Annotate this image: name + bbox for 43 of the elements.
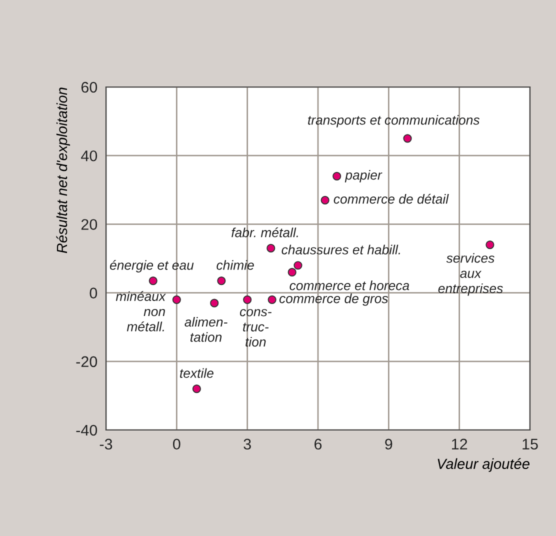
point bbox=[148, 276, 158, 286]
point bbox=[486, 240, 494, 250]
point bbox=[210, 298, 219, 308]
x-tick-label: 15 bbox=[522, 438, 538, 450]
y-axis-title: Résultat net d'exploitation bbox=[56, 88, 70, 254]
y-tick-label: -20 bbox=[76, 356, 98, 368]
point bbox=[192, 384, 201, 394]
y-tick-label: 40 bbox=[81, 150, 98, 162]
y-tick-label: -40 bbox=[76, 424, 98, 436]
annotation: transports et communications bbox=[308, 115, 480, 128]
x-tick-label: 0 bbox=[173, 438, 180, 450]
annotation: commerce de gros bbox=[279, 294, 388, 306]
point bbox=[172, 295, 181, 304]
x-axis-title: Valeur ajoutée bbox=[438, 458, 530, 472]
annotation: services aux entreprises bbox=[438, 253, 503, 296]
point bbox=[266, 244, 276, 252]
point bbox=[243, 295, 252, 304]
y-tick-label: 20 bbox=[81, 219, 98, 230]
x-tick-label: 3 bbox=[244, 438, 251, 450]
x-tick-label: 6 bbox=[314, 438, 322, 450]
annotation: papier bbox=[344, 170, 382, 182]
annotation: chimie bbox=[216, 260, 254, 270]
point bbox=[294, 261, 302, 270]
point bbox=[320, 196, 330, 204]
y-tick-label: 0 bbox=[90, 288, 98, 298]
annotation: cons- truc- tion bbox=[240, 309, 272, 347]
annotation: textile bbox=[180, 368, 214, 378]
x-tick-label: 9 bbox=[385, 438, 392, 450]
point bbox=[217, 276, 226, 286]
point bbox=[288, 268, 296, 277]
annotation: fabr. métall. bbox=[232, 227, 298, 238]
annotation: alimen- tation bbox=[184, 316, 228, 342]
point bbox=[268, 295, 276, 304]
x-tick-label: -3 bbox=[100, 438, 112, 450]
annotation: commerce de détail bbox=[334, 194, 449, 204]
x-tick-label: 12 bbox=[452, 438, 468, 450]
annotation: commerce et horeca bbox=[290, 280, 410, 290]
point bbox=[403, 134, 412, 143]
annotation: chaussures et habill. bbox=[282, 244, 400, 254]
point bbox=[332, 172, 342, 180]
annotation: minéaux non métall. bbox=[116, 291, 166, 332]
annotation: énergie et eau bbox=[110, 260, 194, 272]
y-tick-label: 60 bbox=[81, 82, 98, 93]
